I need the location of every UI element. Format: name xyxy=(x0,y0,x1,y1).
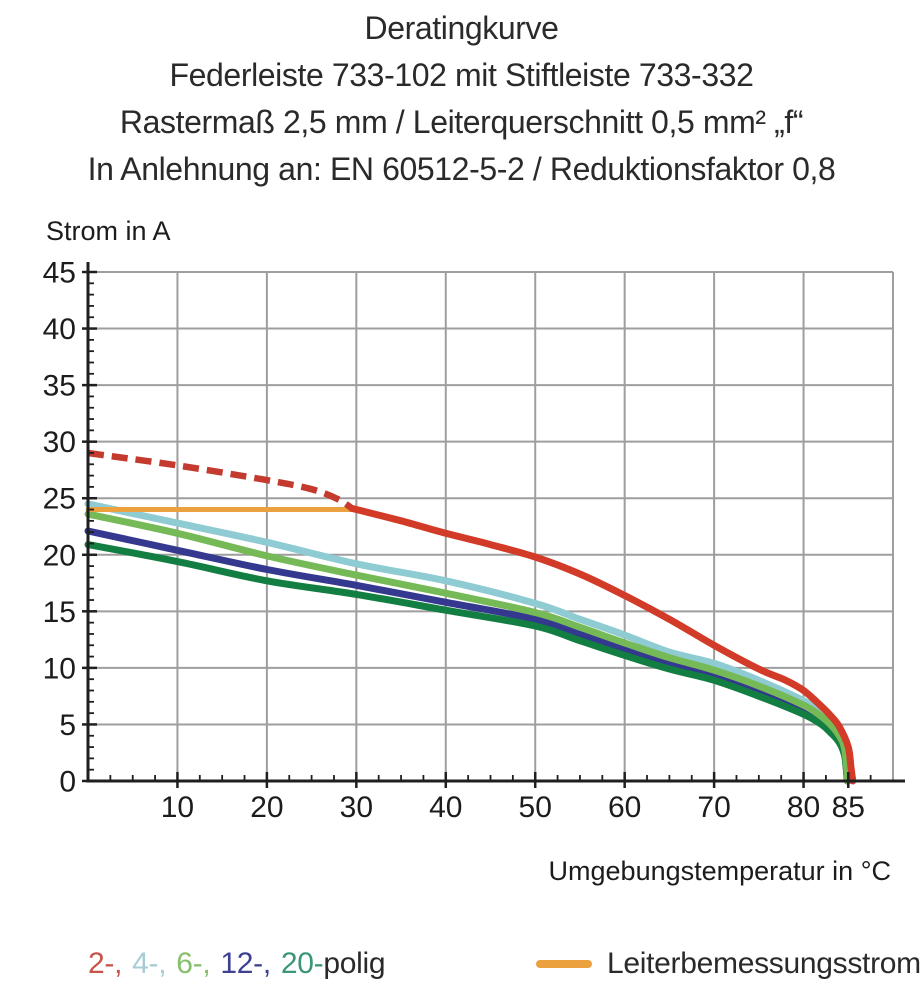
curve-2-polig xyxy=(348,504,857,785)
legend-item-12-polig: 12-, xyxy=(220,947,271,980)
pole-count-legend: 2-, 4-, 6-, 12-, 20-polig xyxy=(88,947,386,981)
title-block: Deratingkurve Federleiste 733-102 mit St… xyxy=(0,5,923,193)
svg-text:35: 35 xyxy=(43,370,76,403)
chart-subtitle-product: Federleiste 733-102 mit Stiftleiste 733-… xyxy=(169,57,754,93)
curves xyxy=(84,449,857,785)
svg-text:0: 0 xyxy=(59,766,76,799)
rated-current-label: Leiterbemessungsstrom xyxy=(607,947,921,980)
y-axis-title: Strom in A xyxy=(46,216,171,246)
rated-current-line-swatch xyxy=(536,960,592,968)
svg-text:40: 40 xyxy=(43,313,76,346)
svg-text:40: 40 xyxy=(429,791,462,824)
legend-item-2-polig: 2-, xyxy=(88,947,123,980)
curve-2-polig-gestrichelt xyxy=(87,449,354,512)
svg-text:15: 15 xyxy=(43,596,76,629)
rated-current-legend: Leiterbemessungsstrom xyxy=(536,947,921,981)
svg-text:10: 10 xyxy=(43,652,76,685)
svg-text:30: 30 xyxy=(340,791,373,824)
legend-item-20-polig: 20- xyxy=(280,947,324,980)
svg-text:60: 60 xyxy=(608,791,641,824)
svg-text:25: 25 xyxy=(43,483,76,516)
chart-subtitle-spec: Rastermaß 2,5 mm / Leiterquerschnitt 0,5… xyxy=(119,104,804,140)
svg-text:30: 30 xyxy=(43,426,76,459)
x-tick-labels: 10 20 30 40 50 60 70 80 85 xyxy=(161,791,865,824)
svg-text:70: 70 xyxy=(697,791,730,824)
curve-6-polig xyxy=(84,510,852,785)
legend-item-6-polig: 6-, xyxy=(176,947,211,980)
svg-text:50: 50 xyxy=(519,791,552,824)
curve-20-polig xyxy=(84,541,851,785)
svg-text:5: 5 xyxy=(59,709,76,742)
legend-item-4-polig: 4-, xyxy=(132,947,167,980)
svg-text:10: 10 xyxy=(161,791,194,824)
x-axis-title: Umgebungstemperatur in °C xyxy=(548,856,891,886)
chart-subtitle-standard: In Anlehnung an: EN 60512-5-2 / Reduktio… xyxy=(87,151,836,187)
chart-title: Deratingkurve xyxy=(364,10,559,46)
svg-text:85: 85 xyxy=(832,791,865,824)
tick-marks xyxy=(82,270,850,788)
legend-pole-suffix: polig xyxy=(323,947,386,980)
curve-4-polig xyxy=(84,500,853,785)
svg-text:80: 80 xyxy=(787,791,820,824)
svg-text:20: 20 xyxy=(43,539,76,572)
minor-tick-marks xyxy=(88,282,872,781)
y-tick-labels: 0 5 10 15 20 25 30 35 40 45 xyxy=(43,257,76,799)
svg-text:20: 20 xyxy=(250,791,283,824)
svg-text:45: 45 xyxy=(43,257,76,290)
